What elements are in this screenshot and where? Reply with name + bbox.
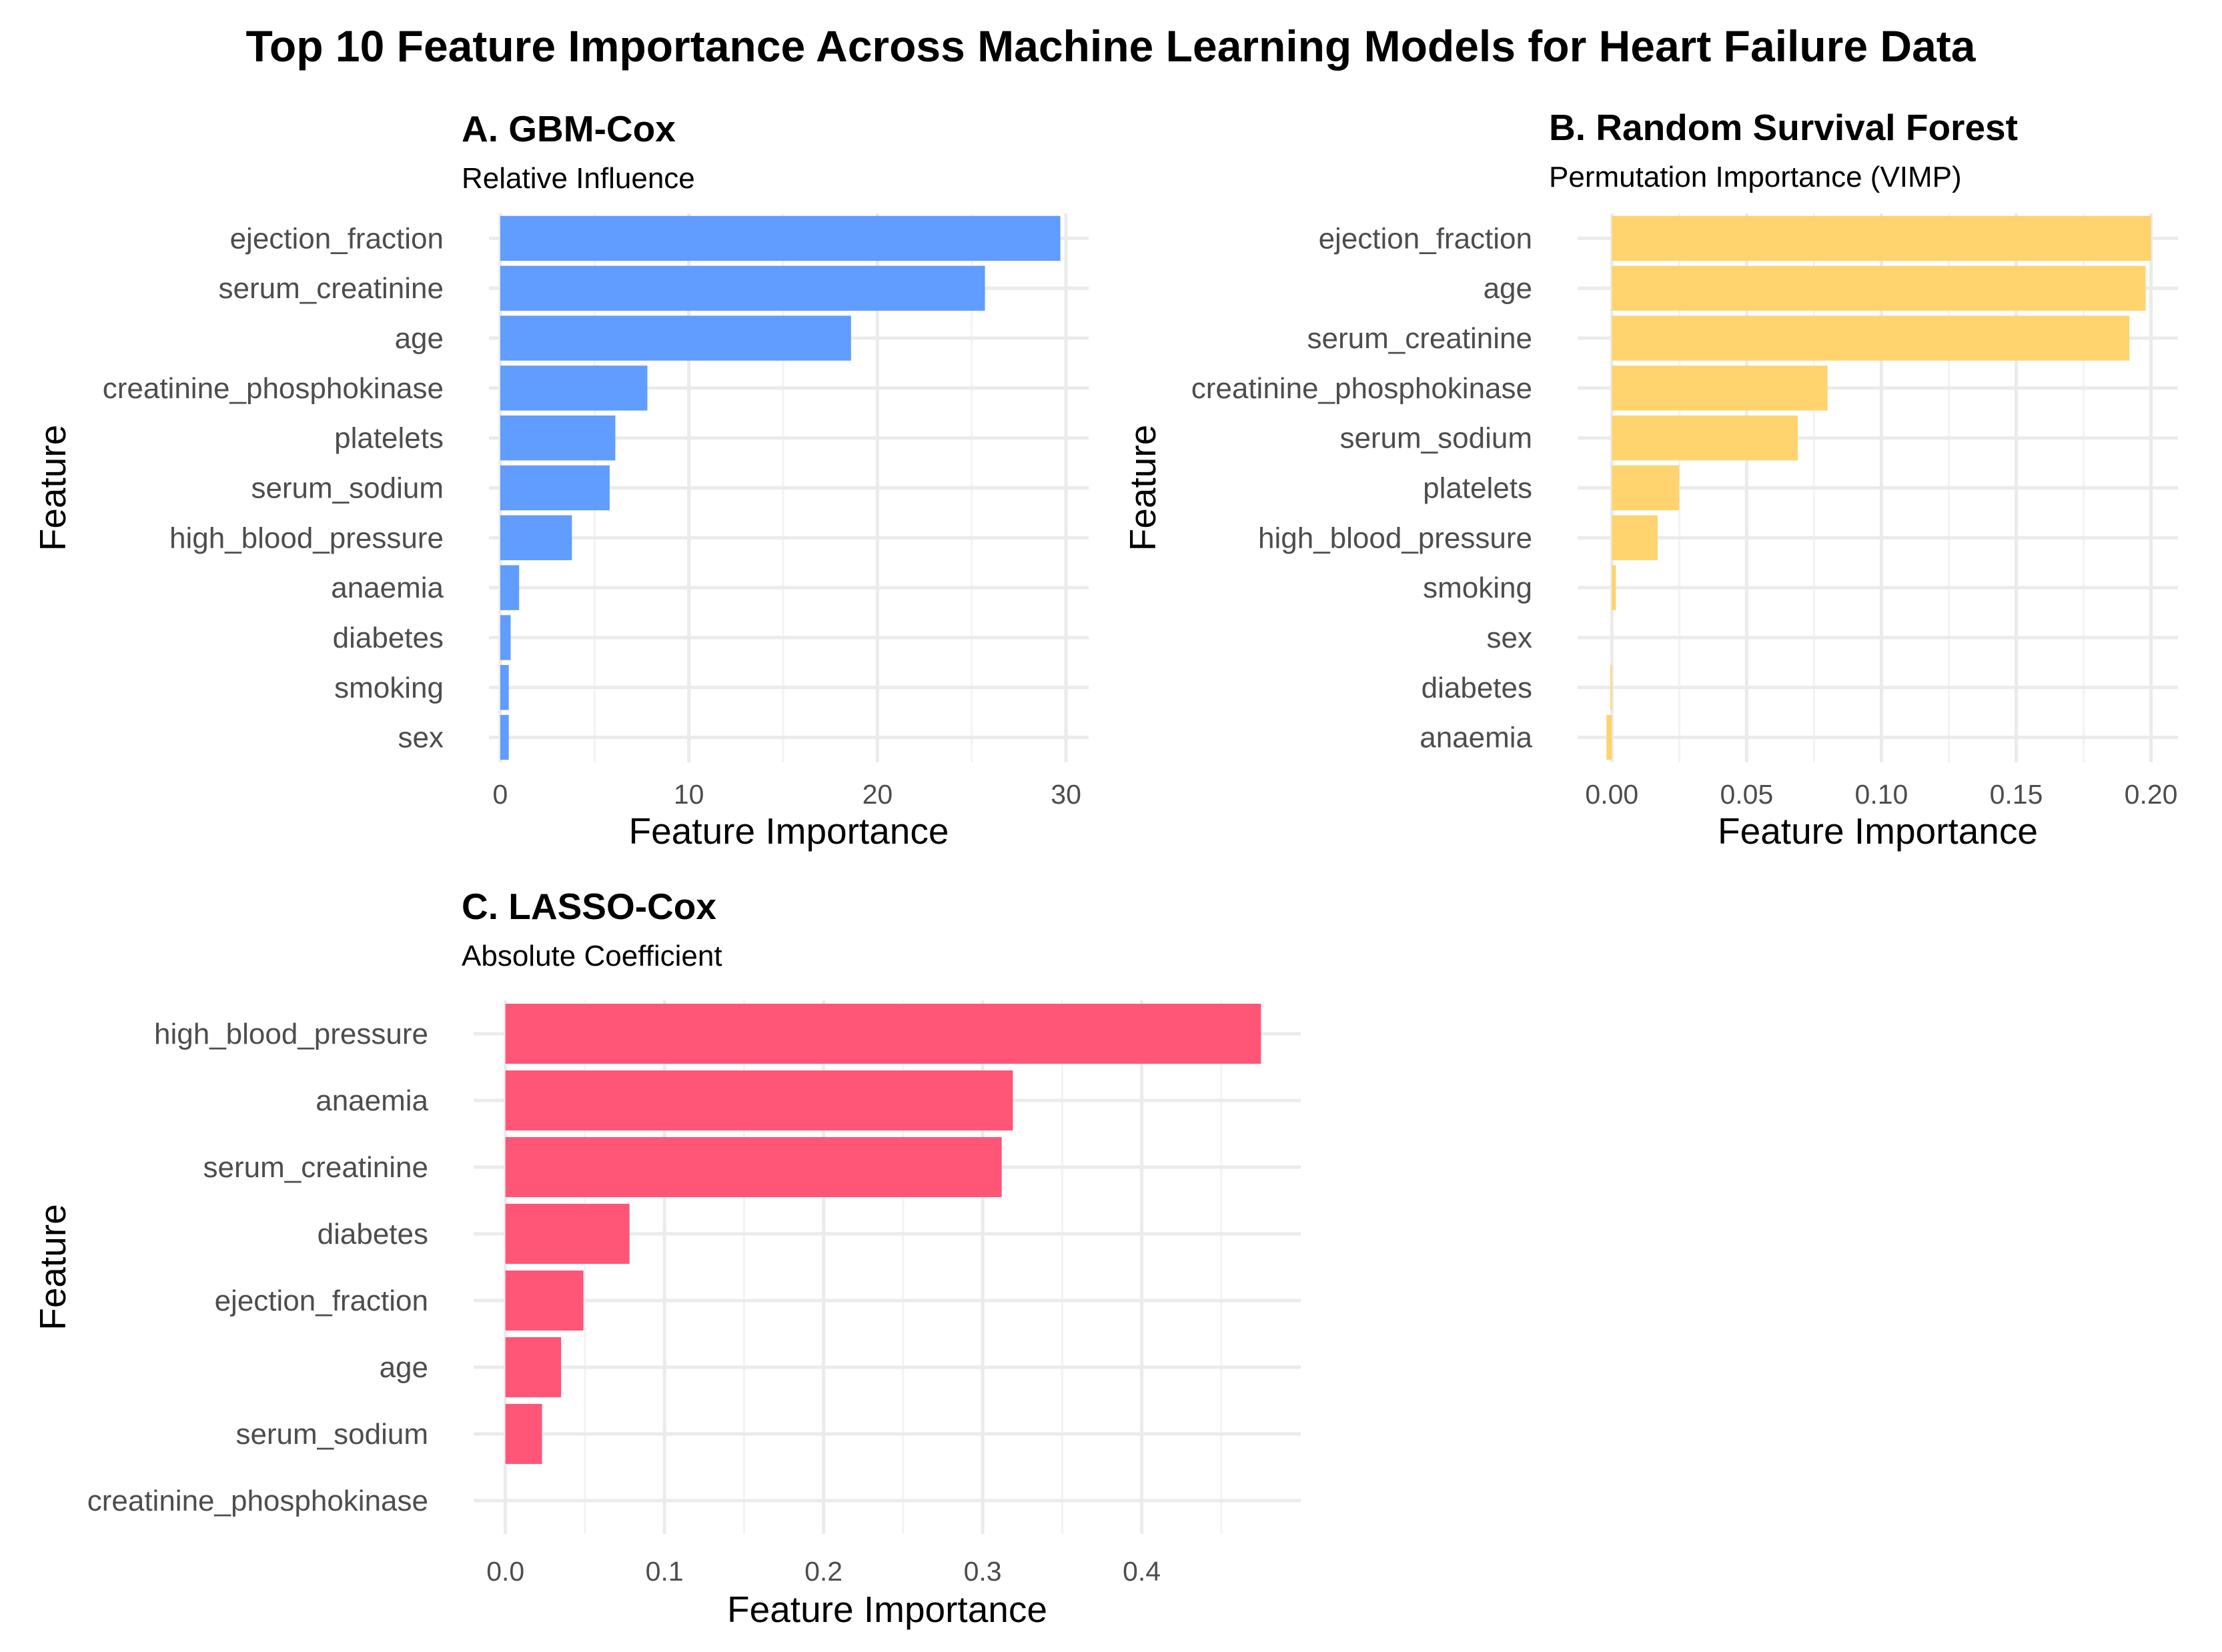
category-label: high_blood_pressure bbox=[154, 1018, 428, 1050]
bar-age bbox=[1612, 265, 2146, 311]
category-label: serum_creatinine bbox=[219, 272, 444, 305]
bar-age bbox=[500, 315, 851, 361]
x-tick-label: 0.20 bbox=[2125, 779, 2178, 810]
panel-title: C. LASSO-Cox bbox=[462, 886, 716, 927]
x-tick-label: 0.00 bbox=[1585, 779, 1638, 810]
x-tick-label: 0.1 bbox=[646, 1556, 684, 1587]
category-label: high_blood_pressure bbox=[169, 522, 444, 554]
x-tick-label: 10 bbox=[674, 779, 704, 810]
bar-serum-sodium bbox=[505, 1404, 542, 1464]
bar-creatinine-phosphokinase bbox=[1612, 365, 1828, 411]
panel-subtitle: Absolute Coefficient bbox=[462, 940, 722, 972]
x-tick-label: 30 bbox=[1051, 779, 1081, 810]
x-tick-label: 0.2 bbox=[804, 1556, 843, 1587]
bar-high-blood-pressure bbox=[500, 515, 572, 560]
y-axis-title: Feature bbox=[32, 1204, 73, 1331]
bar-sex bbox=[500, 714, 509, 760]
category-label: ejection_fraction bbox=[230, 222, 444, 255]
bar-serum-creatinine bbox=[1612, 315, 2130, 361]
bar-ejection-fraction bbox=[505, 1271, 584, 1331]
x-tick-label: 0 bbox=[493, 779, 508, 810]
category-label: smoking bbox=[334, 672, 444, 704]
category-label: anaemia bbox=[331, 572, 444, 604]
bar-platelets bbox=[500, 416, 616, 461]
category-label: creatinine_phosphokinase bbox=[1191, 372, 1532, 405]
category-label: serum_sodium bbox=[251, 472, 444, 505]
x-axis-title: Feature Importance bbox=[727, 1589, 1047, 1630]
bar-diabetes bbox=[1610, 665, 1612, 710]
category-label: serum_creatinine bbox=[203, 1151, 429, 1184]
category-label: diabetes bbox=[318, 1218, 428, 1251]
bar-serum-sodium bbox=[1612, 416, 1798, 461]
panel-subtitle: Relative Influence bbox=[462, 162, 695, 195]
panel-subtitle: Permutation Importance (VIMP) bbox=[1549, 161, 1962, 193]
x-tick-label: 0.0 bbox=[486, 1556, 524, 1587]
category-label: sex bbox=[398, 722, 444, 754]
category-label: sex bbox=[1487, 622, 1532, 654]
bar-anaemia bbox=[1606, 714, 1612, 760]
bar-platelets bbox=[1612, 465, 1680, 511]
x-axis-title: Feature Importance bbox=[1718, 810, 2038, 852]
category-label: ejection_fraction bbox=[1319, 222, 1532, 255]
category-label: age bbox=[380, 1351, 428, 1384]
panel-lasso-cox: C. LASSO-Cox Absolute Coefficient high_blo… bbox=[32, 886, 1301, 1630]
bar-smoking bbox=[500, 665, 509, 710]
category-label: diabetes bbox=[333, 622, 444, 654]
category-label: platelets bbox=[334, 422, 444, 455]
y-axis-title: Feature bbox=[32, 425, 73, 552]
bar-age bbox=[505, 1337, 562, 1397]
category-label: anaemia bbox=[1420, 722, 1532, 754]
category-label: serum_sodium bbox=[1339, 422, 1532, 455]
x-axis-title: Feature Importance bbox=[629, 810, 949, 852]
category-label: ejection_fraction bbox=[215, 1285, 428, 1317]
x-tick-label: 0.10 bbox=[1855, 779, 1908, 810]
category-label: serum_sodium bbox=[235, 1418, 428, 1451]
y-axis-title: Feature bbox=[1122, 425, 1163, 552]
x-tick-label: 0.4 bbox=[1123, 1556, 1161, 1587]
x-tick-label: 20 bbox=[863, 779, 893, 810]
category-label: anaemia bbox=[316, 1084, 428, 1117]
bar-serum-sodium bbox=[500, 465, 610, 511]
x-tick-label: 0.05 bbox=[1720, 779, 1773, 810]
category-label: creatinine_phosphokinase bbox=[87, 1485, 428, 1517]
bar-anaemia bbox=[500, 565, 520, 610]
bar-creatinine-phosphokinase bbox=[500, 365, 648, 411]
bar-diabetes bbox=[505, 1204, 630, 1264]
bar-serum-creatinine bbox=[505, 1137, 1002, 1197]
bar-ejection-fraction bbox=[1612, 215, 2151, 261]
panel-gbm-cox: A. GBM-Cox Relative Influence ejection_fra… bbox=[32, 108, 1089, 852]
bar-anaemia bbox=[505, 1070, 1013, 1130]
panel-title: A. GBM-Cox bbox=[462, 108, 676, 149]
category-label: creatinine_phosphokinase bbox=[103, 372, 444, 405]
category-label: age bbox=[1484, 272, 1532, 305]
x-tick-label: 0.15 bbox=[1990, 779, 2043, 810]
category-label: smoking bbox=[1423, 572, 1532, 604]
category-label: serum_creatinine bbox=[1307, 322, 1533, 355]
x-tick-label: 0.3 bbox=[964, 1556, 1002, 1587]
bar-high-blood-pressure bbox=[505, 1004, 1261, 1064]
category-label: age bbox=[395, 322, 444, 355]
category-label: diabetes bbox=[1422, 672, 1532, 704]
figure-title: Top 10 Feature Importance Across Machine… bbox=[246, 21, 1977, 71]
category-label: platelets bbox=[1423, 472, 1532, 505]
panel-random-survival-forest: B. Random Survival Forest Permutation Imp… bbox=[1122, 107, 2178, 852]
bar-ejection-fraction bbox=[500, 215, 1061, 261]
panel-title: B. Random Survival Forest bbox=[1549, 107, 2018, 148]
bar-high-blood-pressure bbox=[1612, 515, 1658, 560]
bar-smoking bbox=[1612, 565, 1616, 610]
bar-diabetes bbox=[500, 615, 511, 660]
category-label: high_blood_pressure bbox=[1258, 522, 1532, 554]
bar-serum-creatinine bbox=[500, 265, 985, 311]
